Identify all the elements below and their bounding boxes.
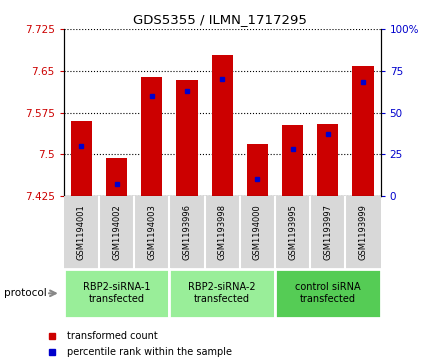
Text: RBP2-siRNA-1
transfected: RBP2-siRNA-1 transfected (83, 282, 150, 304)
Text: percentile rank within the sample: percentile rank within the sample (67, 347, 232, 357)
Bar (106, 158, 127, 196)
Bar (247, 144, 268, 196)
Bar (169, 269, 275, 318)
Bar (275, 269, 381, 318)
Bar (71, 121, 92, 196)
Bar (212, 55, 233, 196)
Bar (64, 269, 169, 318)
Text: GSM1194000: GSM1194000 (253, 204, 262, 260)
Bar (317, 124, 338, 196)
Text: GSM1193995: GSM1193995 (288, 204, 297, 260)
Text: GSM1194003: GSM1194003 (147, 204, 156, 260)
Bar (141, 77, 162, 196)
Text: RBP2-siRNA-2
transfected: RBP2-siRNA-2 transfected (188, 282, 256, 304)
Text: GDS5355 / ILMN_1717295: GDS5355 / ILMN_1717295 (133, 13, 307, 26)
Text: protocol: protocol (4, 288, 47, 298)
Bar (176, 80, 198, 196)
Bar (282, 125, 303, 196)
Text: GSM1194002: GSM1194002 (112, 204, 121, 260)
Text: GSM1194001: GSM1194001 (77, 204, 86, 260)
Text: GSM1193999: GSM1193999 (359, 204, 367, 260)
Text: control siRNA
transfected: control siRNA transfected (295, 282, 361, 304)
Bar (352, 66, 374, 196)
Text: GSM1193998: GSM1193998 (218, 204, 227, 260)
Text: GSM1193996: GSM1193996 (183, 204, 191, 260)
Text: GSM1193997: GSM1193997 (323, 204, 332, 260)
Text: transformed count: transformed count (67, 331, 158, 341)
